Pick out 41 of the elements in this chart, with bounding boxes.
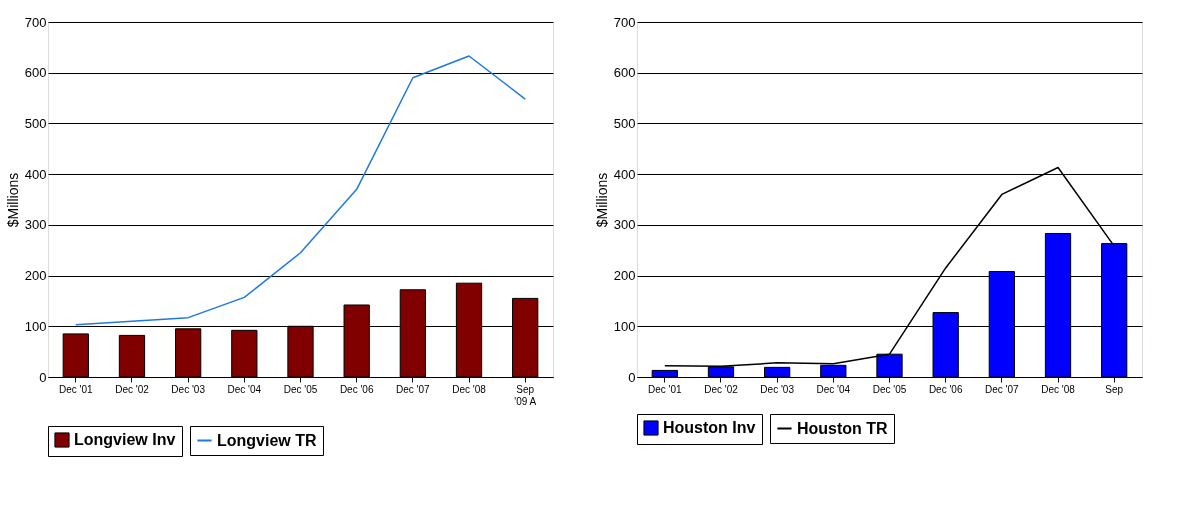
y-tick-label: 600 [613, 65, 636, 81]
x-tick-label: Dec '08 [1041, 383, 1076, 395]
x-tick-label: Dec '06 [928, 383, 963, 395]
x-tick-label: Dec '05 [283, 383, 318, 395]
x-tick-label: Dec '03 [171, 383, 206, 395]
y-axis-title: $Millions [593, 172, 610, 228]
legend-label: Longview TR [217, 431, 317, 449]
x-tick-label: Dec '04 [227, 383, 262, 395]
y-tick-label: 100 [613, 318, 636, 334]
x-tick-label: Dec '04 [816, 383, 851, 395]
legend-label: Longview Inv [74, 431, 176, 448]
line-series [75, 55, 526, 326]
y-tick-label: 200 [24, 268, 47, 284]
y-tick-label: 300 [24, 217, 47, 233]
x-tick-label: Dec '01 [648, 383, 683, 395]
y-tick-label: 100 [24, 318, 47, 334]
y-tick-label: 500 [24, 115, 47, 131]
y-tick-label: 0 [628, 369, 636, 385]
y-tick-label: 400 [613, 166, 636, 182]
x-tick-label: Dec '01 [59, 383, 94, 395]
y-tick-label: 500 [613, 115, 636, 131]
y-tick-label: 700 [24, 14, 47, 30]
x-tick-label: Dec '08 [452, 383, 487, 395]
y-tick-label: 200 [613, 268, 636, 284]
y-tick-label: 400 [24, 166, 47, 182]
x-tick-label: Dec '07 [396, 383, 431, 395]
x-tick-label: Dec '02 [115, 383, 150, 395]
x-tick-label: Sep [1105, 383, 1124, 395]
y-tick-label: 600 [24, 65, 47, 81]
x-tick-label: Dec '07 [985, 383, 1020, 395]
x-tick-label: Dec '02 [704, 383, 739, 395]
x-tick-label: Dec '03 [760, 383, 795, 395]
legend-label: Houston Inv [663, 419, 756, 436]
y-tick-label: 700 [613, 14, 636, 30]
x-tick-label: Dec '05 [872, 383, 907, 395]
y-tick-label: 0 [39, 369, 47, 385]
x-tick-label: Dec '06 [339, 383, 374, 395]
x-tick-label: Sep '09 A [514, 383, 537, 407]
y-tick-label: 300 [613, 217, 636, 233]
y-axis-title: $Millions [4, 172, 21, 228]
legend-label: Houston TR [797, 419, 889, 437]
